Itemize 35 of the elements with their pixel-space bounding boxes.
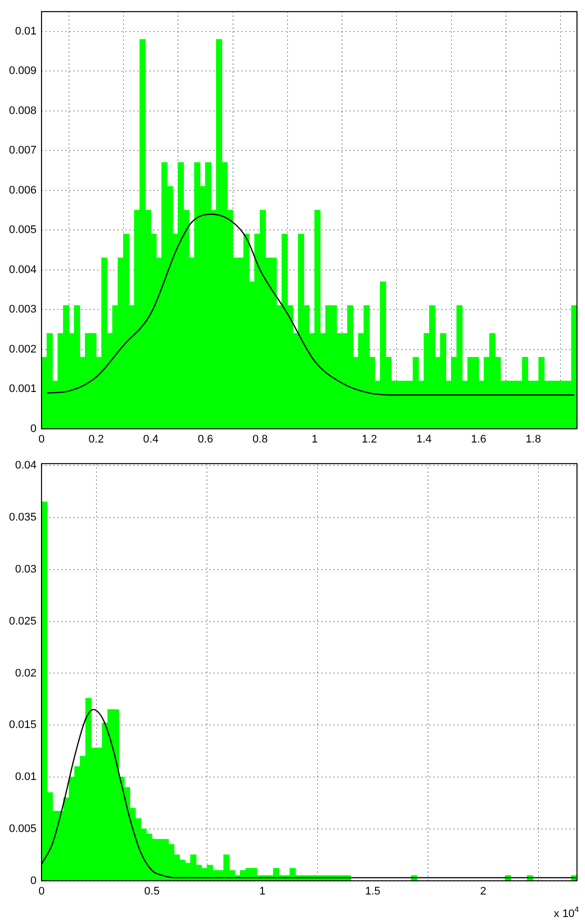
y-tick-label: 0.005: [8, 224, 37, 236]
y-tick-label: 0: [30, 422, 37, 435]
y-tick-label: 0.006: [8, 184, 37, 196]
x-tick-label: 1.6: [471, 433, 486, 446]
x-tick-label: 1: [312, 433, 318, 446]
y-tick-label: 0.035: [8, 512, 37, 524]
x-tick-label: 0.5: [144, 885, 160, 898]
x-tick-label: 0.4: [143, 433, 158, 446]
y-tick-label: 0.015: [8, 719, 37, 732]
y-tick-label: 0.04: [15, 460, 37, 472]
y-tick-label: 0.02: [15, 667, 37, 680]
y-tick-label: 0.004: [8, 264, 37, 276]
y-tick-label: 0.001: [8, 383, 37, 396]
x-tick-label: 1: [259, 885, 266, 898]
x-tick-label: 0: [38, 433, 45, 446]
x-tick-label: 0.2: [88, 433, 104, 446]
y-tick-label: 0.007: [8, 144, 37, 157]
y-tick-label: 0.03: [15, 563, 37, 576]
y-tick-label: 0.005: [8, 822, 37, 835]
y-tick-label: 0.01: [15, 771, 37, 784]
x-tick-label: 0.6: [198, 433, 214, 446]
y-tick-label: 0: [30, 874, 37, 887]
x-tick-label: 1.8: [526, 433, 541, 446]
y-tick-label: 0.008: [8, 104, 37, 117]
y-tick-label: 0.01: [15, 26, 37, 38]
x-tick-label: 2: [480, 885, 486, 898]
x-tick-label: 0.8: [252, 433, 268, 446]
y-tick-label: 0.003: [8, 304, 37, 316]
y-tick-label: 0.002: [8, 343, 37, 356]
y-tick-label: 0.025: [8, 615, 37, 628]
x-tick-label: 1.4: [416, 433, 432, 446]
x-tick-label: 1.2: [362, 433, 378, 446]
x-tick-label: 0: [38, 885, 45, 898]
x-tick-label: 1.5: [365, 885, 380, 898]
y-tick-label: 0.009: [8, 65, 37, 78]
